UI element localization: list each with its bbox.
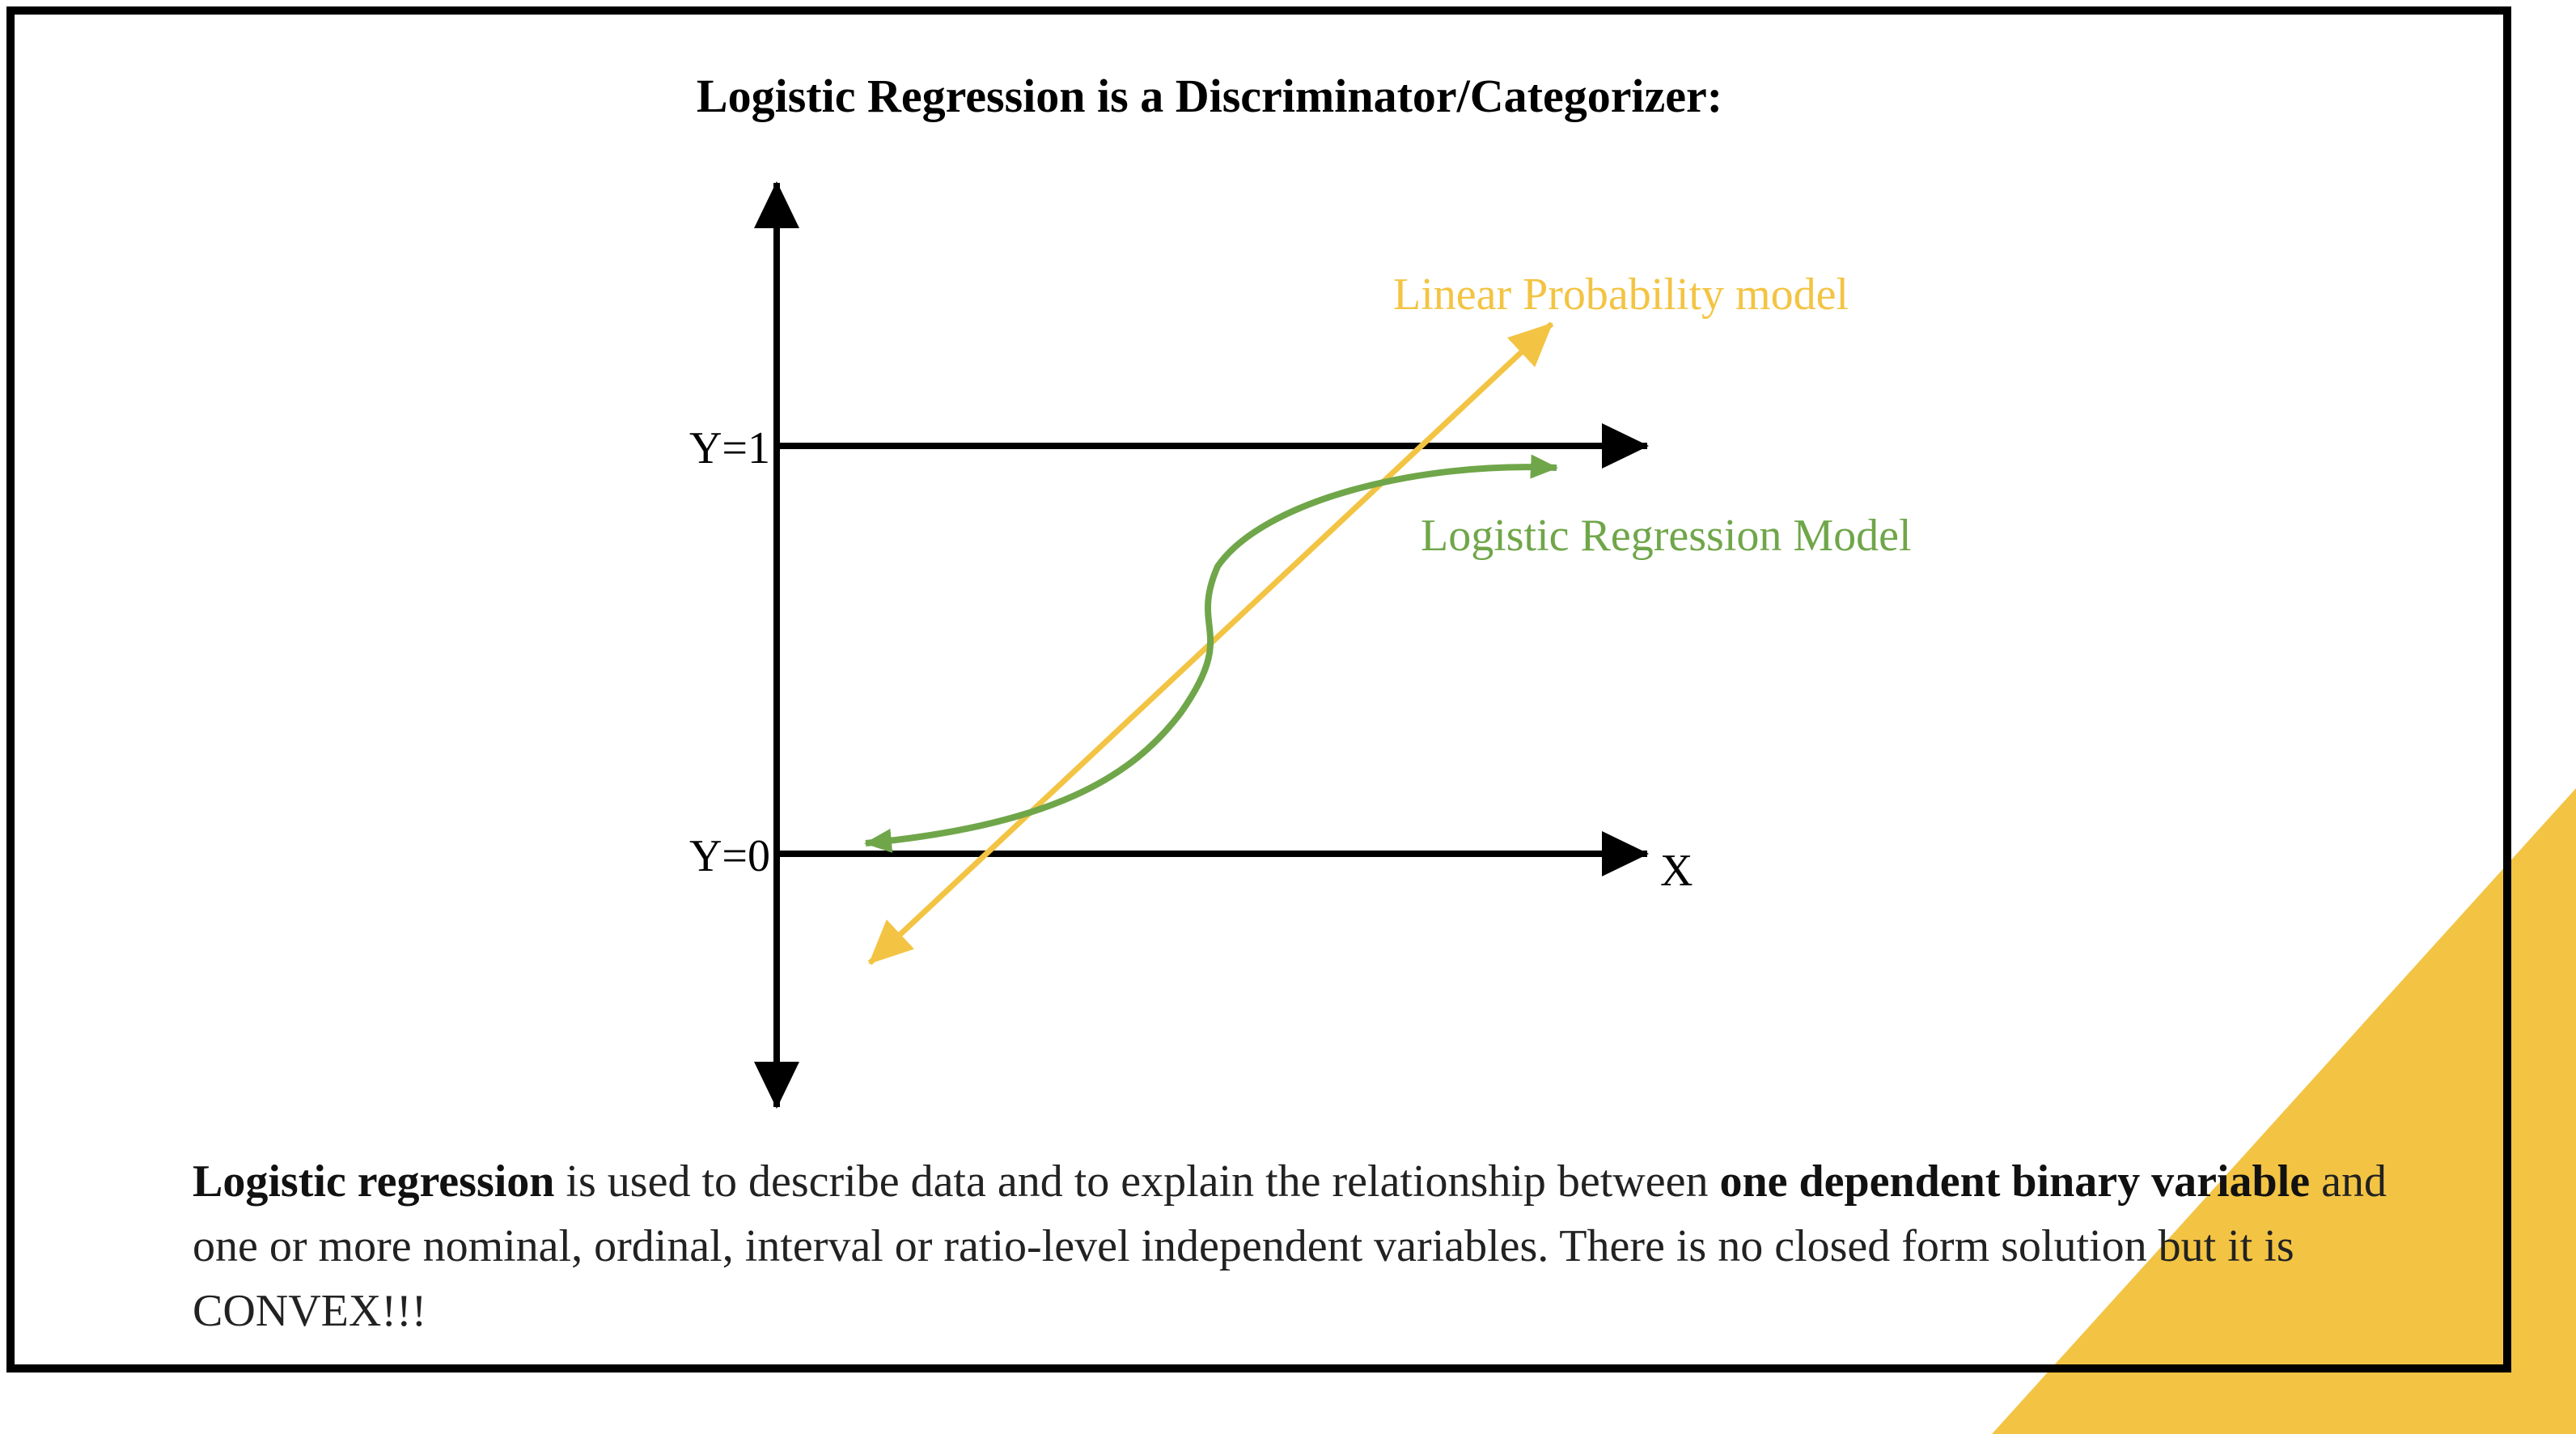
slide-title: Logistic Regression is a Discriminator/C…: [696, 70, 1723, 122]
x-label: X: [1660, 846, 1693, 896]
logistic-model-label: Logistic Regression Model: [1421, 511, 1912, 561]
description-paragraph: Logistic regression is used to describe …: [193, 1149, 2442, 1343]
logistic-regression-curve: [864, 454, 1558, 853]
description-text-1: is used to describe data and to explain …: [554, 1156, 1720, 1207]
yellow-corner-triangle: [1992, 788, 2576, 1434]
description-bold-term: Logistic regression: [193, 1156, 555, 1207]
description-bold-variable: one dependent binary variable: [1719, 1156, 2311, 1207]
description-text-2: and one or more nominal, ordinal, interv…: [193, 1156, 2387, 1336]
slide-frame: [6, 6, 2511, 1372]
linear-model-label: Linear Probability model: [1393, 269, 1849, 320]
y0-label: Y=0: [689, 831, 770, 881]
y1-label: Y=1: [689, 423, 770, 473]
